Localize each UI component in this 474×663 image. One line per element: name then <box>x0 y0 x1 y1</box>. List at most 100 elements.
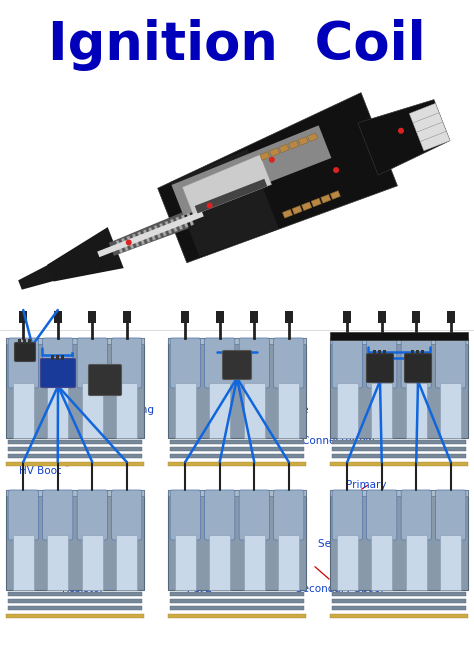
FancyBboxPatch shape <box>372 535 392 590</box>
FancyBboxPatch shape <box>210 383 230 438</box>
Polygon shape <box>279 144 289 153</box>
FancyBboxPatch shape <box>43 338 73 388</box>
FancyBboxPatch shape <box>8 490 38 540</box>
FancyBboxPatch shape <box>175 535 196 590</box>
Polygon shape <box>186 212 194 225</box>
Bar <box>52 355 55 360</box>
FancyBboxPatch shape <box>168 490 306 590</box>
Text: HV Boot: HV Boot <box>19 465 73 476</box>
FancyBboxPatch shape <box>13 383 34 438</box>
Text: HV Diode: HV Diode <box>260 404 309 434</box>
Bar <box>447 311 455 323</box>
FancyBboxPatch shape <box>273 490 304 540</box>
Bar <box>170 592 304 596</box>
Polygon shape <box>175 217 183 230</box>
Polygon shape <box>301 202 311 211</box>
Polygon shape <box>260 152 270 160</box>
Bar <box>330 490 468 496</box>
Polygon shape <box>154 225 161 239</box>
FancyBboxPatch shape <box>367 338 397 388</box>
Bar <box>378 311 386 323</box>
Polygon shape <box>289 141 299 149</box>
FancyBboxPatch shape <box>170 338 201 388</box>
Bar <box>8 447 142 451</box>
Bar <box>168 614 306 618</box>
FancyBboxPatch shape <box>440 383 461 438</box>
Bar <box>8 440 142 444</box>
Bar <box>170 440 304 444</box>
Bar <box>19 311 27 323</box>
FancyBboxPatch shape <box>117 383 137 438</box>
FancyBboxPatch shape <box>15 343 36 361</box>
Bar <box>216 311 224 323</box>
Bar <box>168 462 306 466</box>
Bar <box>332 454 466 458</box>
Polygon shape <box>283 210 292 218</box>
Text: HV Terminal
Head: HV Terminal Head <box>14 507 81 541</box>
Bar <box>88 311 96 323</box>
Text: Suppression
Resistor: Suppression Resistor <box>51 545 142 594</box>
Bar <box>24 339 27 344</box>
FancyBboxPatch shape <box>244 535 264 590</box>
Polygon shape <box>47 227 124 282</box>
Bar <box>170 447 304 451</box>
Polygon shape <box>127 236 134 249</box>
Bar <box>330 462 468 466</box>
FancyBboxPatch shape <box>77 338 107 388</box>
Bar <box>170 599 304 603</box>
Polygon shape <box>137 231 145 245</box>
Bar <box>421 350 425 355</box>
FancyBboxPatch shape <box>366 353 393 383</box>
FancyBboxPatch shape <box>337 383 357 438</box>
Polygon shape <box>172 125 331 215</box>
Polygon shape <box>308 133 318 142</box>
FancyBboxPatch shape <box>436 338 466 388</box>
Bar <box>330 614 468 618</box>
Bar <box>28 339 31 344</box>
Bar <box>411 350 414 355</box>
Text: Case: Case <box>186 570 212 597</box>
Polygon shape <box>321 194 331 203</box>
FancyBboxPatch shape <box>6 490 144 590</box>
FancyBboxPatch shape <box>82 383 102 438</box>
FancyBboxPatch shape <box>43 490 73 540</box>
Text: Sec. Winding: Sec. Winding <box>319 526 386 549</box>
Bar <box>6 614 144 618</box>
Bar <box>6 490 144 496</box>
Polygon shape <box>159 223 167 236</box>
FancyBboxPatch shape <box>112 490 142 540</box>
Polygon shape <box>109 207 201 256</box>
Polygon shape <box>270 148 280 156</box>
Bar <box>8 454 142 458</box>
Ellipse shape <box>126 239 132 245</box>
FancyBboxPatch shape <box>112 338 142 388</box>
FancyBboxPatch shape <box>77 490 107 540</box>
FancyBboxPatch shape <box>175 383 196 438</box>
Bar <box>285 311 293 323</box>
FancyBboxPatch shape <box>330 490 468 590</box>
FancyBboxPatch shape <box>436 490 466 540</box>
FancyBboxPatch shape <box>210 535 230 590</box>
Bar <box>250 311 258 323</box>
Polygon shape <box>409 103 439 123</box>
Bar <box>168 338 306 344</box>
Bar <box>18 339 21 344</box>
Bar <box>332 440 466 444</box>
Polygon shape <box>170 149 279 257</box>
FancyBboxPatch shape <box>440 535 461 590</box>
FancyBboxPatch shape <box>337 535 357 590</box>
FancyBboxPatch shape <box>222 351 252 379</box>
Bar <box>56 355 60 360</box>
Polygon shape <box>182 154 272 215</box>
Text: Secondary Spool: Secondary Spool <box>296 567 384 594</box>
Bar <box>383 350 386 355</box>
FancyBboxPatch shape <box>401 338 431 388</box>
Polygon shape <box>292 206 302 214</box>
Ellipse shape <box>333 167 339 173</box>
Bar <box>170 606 304 610</box>
FancyBboxPatch shape <box>404 353 431 383</box>
Bar <box>181 311 189 323</box>
Polygon shape <box>330 191 340 200</box>
FancyBboxPatch shape <box>82 535 102 590</box>
FancyBboxPatch shape <box>406 535 427 590</box>
